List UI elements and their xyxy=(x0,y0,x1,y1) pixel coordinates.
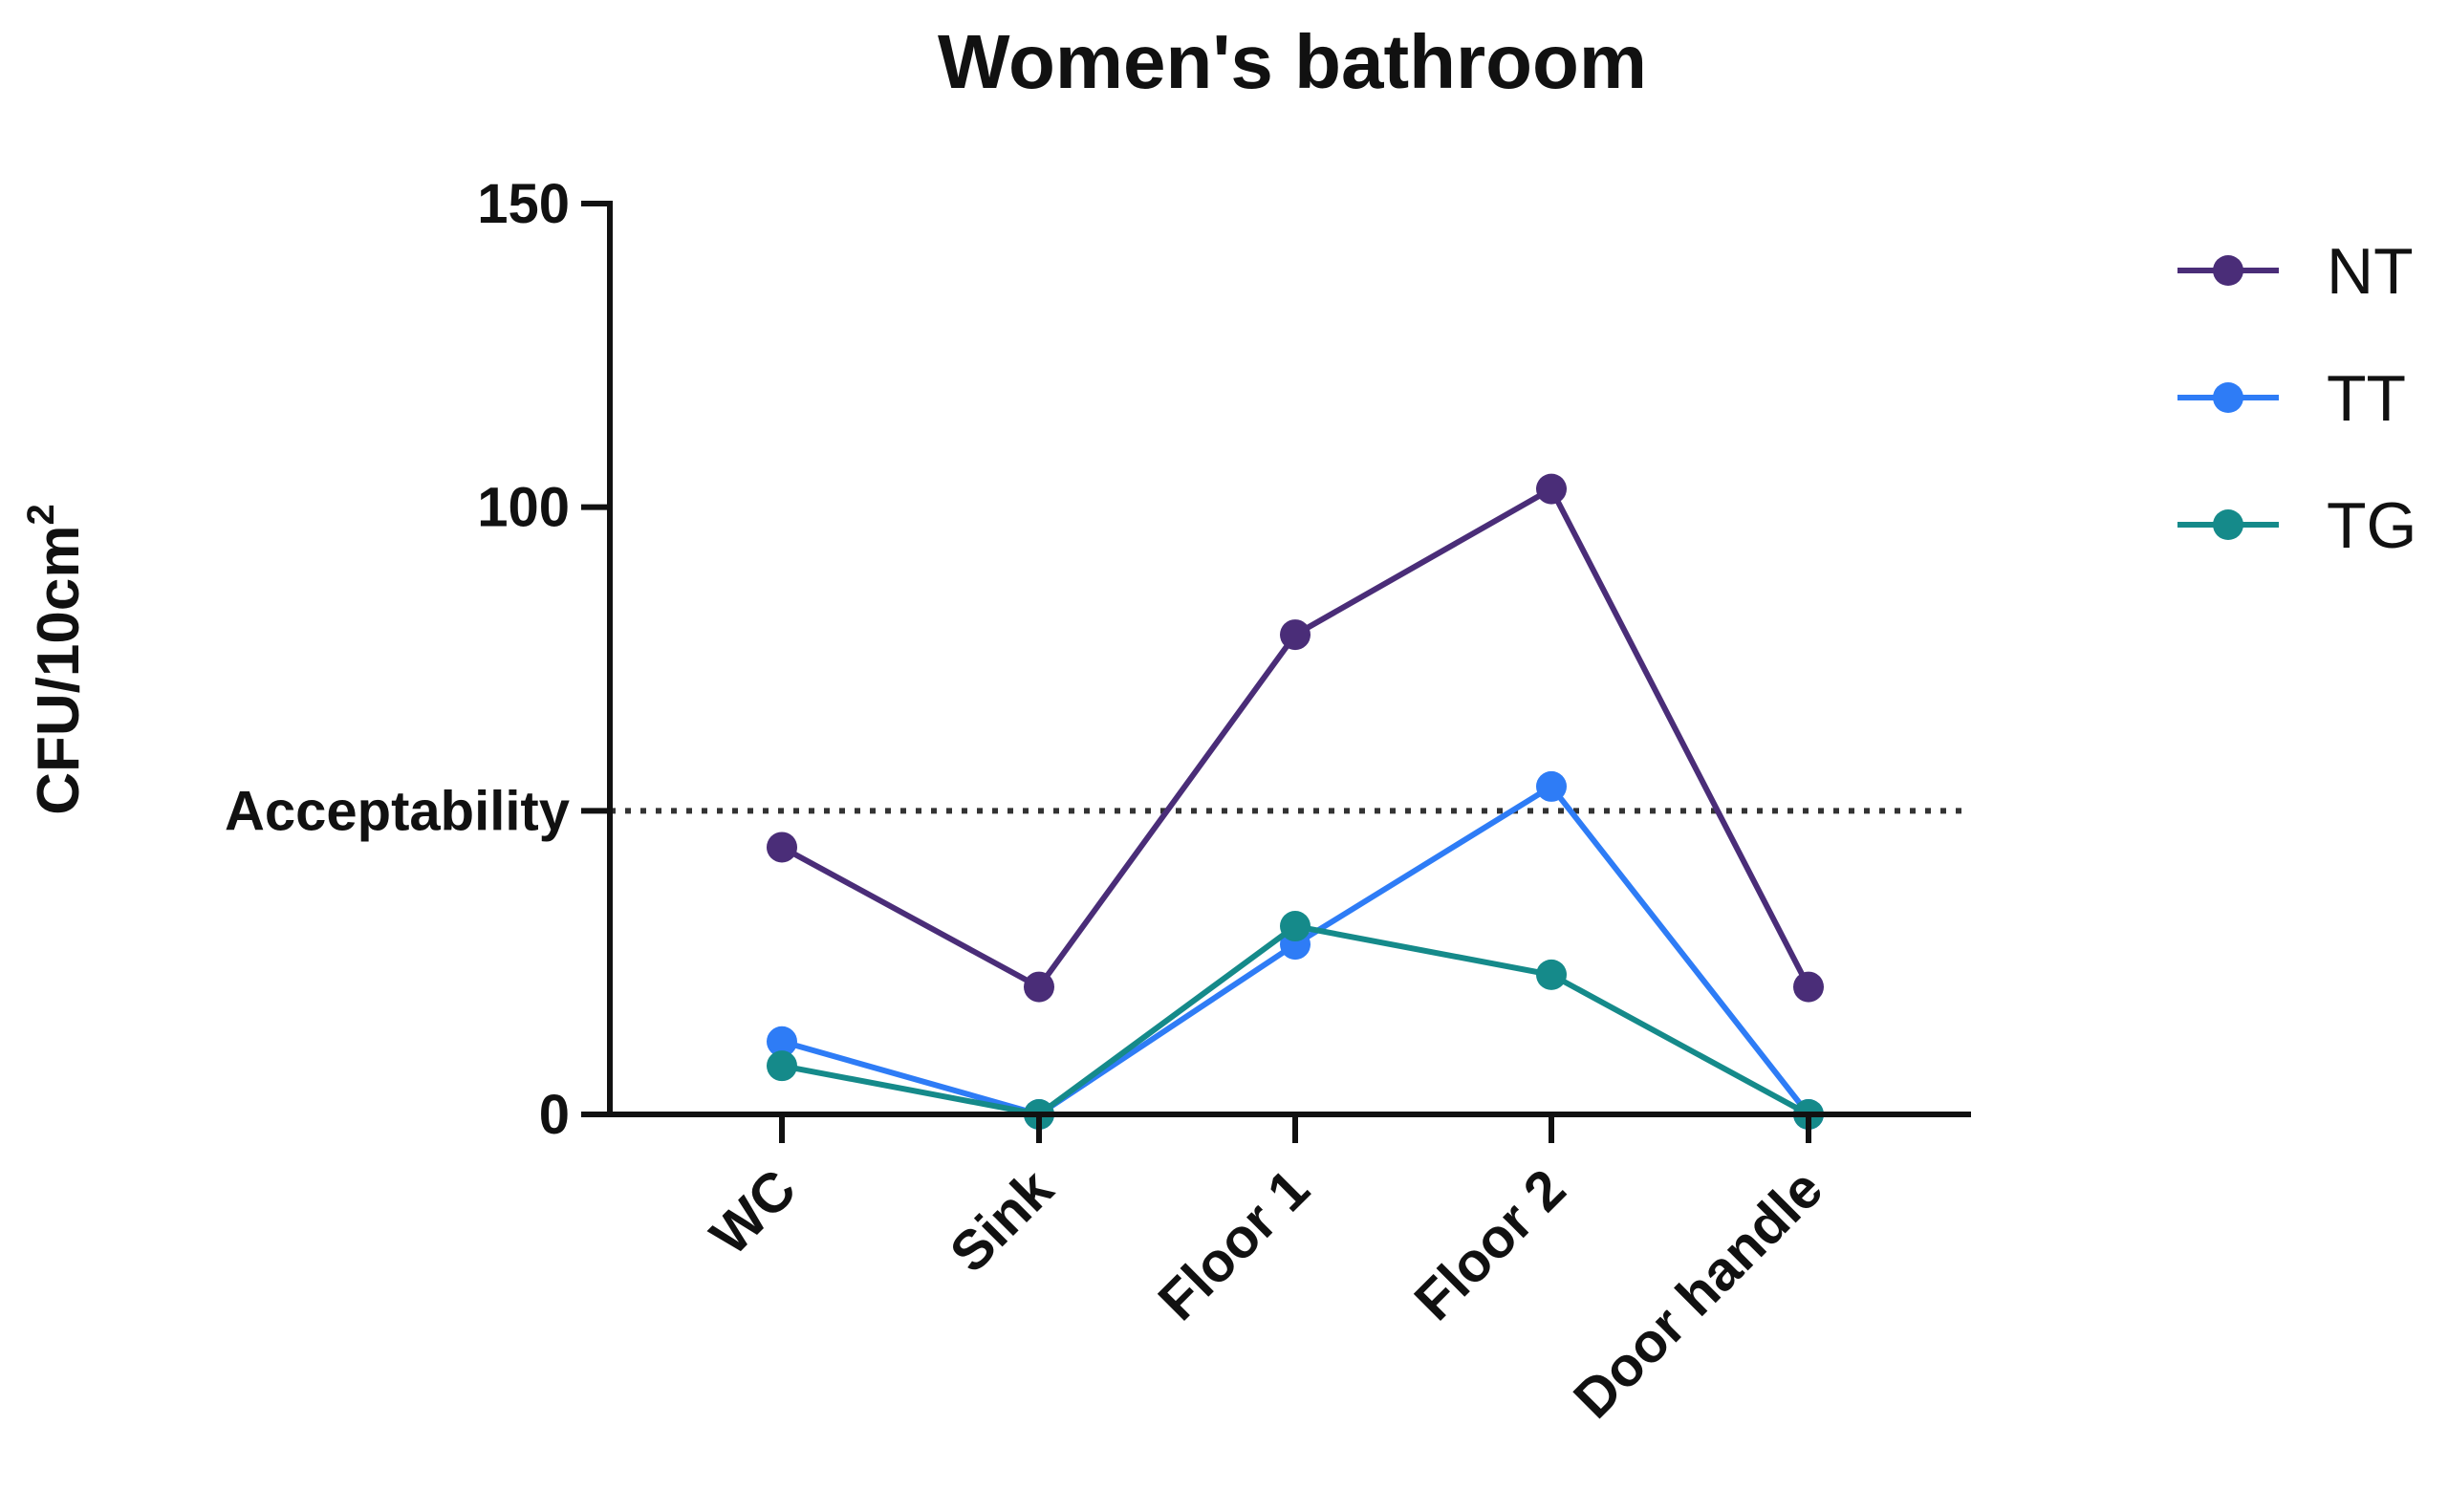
data-point xyxy=(767,1050,797,1082)
y-axis-label: CFU/10cm2 xyxy=(20,504,92,814)
legend-label: TG xyxy=(2327,489,2416,562)
x-tick-label: WC xyxy=(699,1157,808,1266)
data-point xyxy=(1280,619,1311,651)
chart-title: Women's bathroom xyxy=(938,19,1647,104)
data-point xyxy=(1536,959,1567,990)
data-point xyxy=(1793,971,1824,1003)
data-point xyxy=(1024,971,1054,1003)
x-tick-label: Sink xyxy=(939,1157,1066,1285)
legend-marker xyxy=(2213,509,2243,540)
y-tick-label: 150 xyxy=(477,173,570,235)
x-tick-label: Floor 1 xyxy=(1147,1157,1322,1332)
legend-label: TT xyxy=(2327,362,2406,435)
x-tick-label: Floor 2 xyxy=(1403,1157,1578,1332)
series-TT xyxy=(767,770,1824,1130)
data-point xyxy=(767,832,797,863)
y-ticks: 0 Acceptability 100 150 xyxy=(225,173,610,1146)
legend-marker xyxy=(2213,382,2243,413)
legend: NT TT TG xyxy=(2177,235,2416,562)
data-point xyxy=(1536,473,1567,505)
data-point xyxy=(1280,911,1311,942)
y-tick-label: 0 xyxy=(539,1084,570,1146)
data-point xyxy=(1536,770,1567,802)
series-layer xyxy=(767,473,1824,1130)
data-point xyxy=(767,1026,797,1057)
legend-marker xyxy=(2213,255,2243,286)
y-tick-label: 100 xyxy=(477,477,570,539)
legend-item: NT xyxy=(2177,235,2414,308)
legend-item: TT xyxy=(2177,362,2406,435)
x-tick-label: Door handle xyxy=(1562,1157,1834,1430)
y-axis-label-text: CFU/10cm xyxy=(26,526,92,815)
y-axis-label-superscript: 2 xyxy=(20,504,62,525)
series-NT xyxy=(767,473,1824,1003)
y-tick-label: Acceptability xyxy=(225,780,570,842)
legend-label: NT xyxy=(2327,235,2414,308)
legend-item: TG xyxy=(2177,489,2416,562)
